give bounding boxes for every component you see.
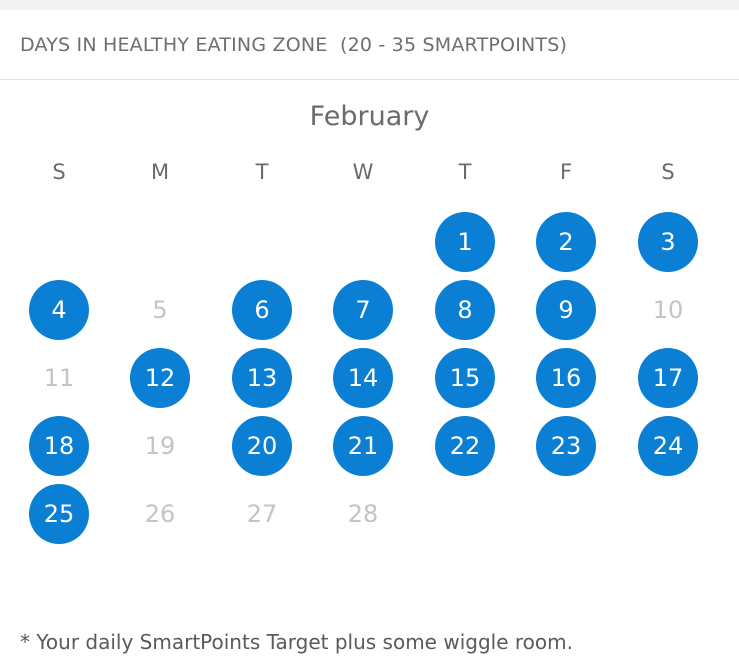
section-header: DAYS IN HEALTHY EATING ZONE (20 - 35 SMA… [0,10,739,80]
weekday-label: W [352,160,374,184]
day-20[interactable]: 20 [232,416,292,476]
day-24[interactable]: 24 [638,416,698,476]
section-title: DAYS IN HEALTHY EATING ZONE (20 - 35 SMA… [20,33,568,56]
day-19: 19 [144,432,176,460]
day-8[interactable]: 8 [435,280,495,340]
day-5: 5 [152,296,168,324]
day-27: 27 [246,500,278,528]
day-6[interactable]: 6 [232,280,292,340]
day-7[interactable]: 7 [333,280,393,340]
day-22[interactable]: 22 [435,416,495,476]
weekday-header-row: S M T W T F S [9,160,728,192]
day-12[interactable]: 12 [130,348,190,408]
day-15[interactable]: 15 [435,348,495,408]
weekday-label: F [559,160,573,184]
day-9[interactable]: 9 [536,280,596,340]
day-11: 11 [43,364,75,392]
day-1[interactable]: 1 [435,212,495,272]
day-4[interactable]: 4 [29,280,89,340]
weekday-label: M [150,160,170,184]
day-18[interactable]: 18 [29,416,89,476]
day-14[interactable]: 14 [333,348,393,408]
weekday-label: T [458,160,472,184]
day-16[interactable]: 16 [536,348,596,408]
day-13[interactable]: 13 [232,348,292,408]
top-strip [0,0,739,10]
day-25[interactable]: 25 [29,484,89,544]
month-title: February [309,101,430,132]
day-23[interactable]: 23 [536,416,596,476]
day-26: 26 [144,500,176,528]
day-10: 10 [652,296,684,324]
day-21[interactable]: 21 [333,416,393,476]
day-28: 28 [347,500,379,528]
day-17[interactable]: 17 [638,348,698,408]
day-3[interactable]: 3 [638,212,698,272]
weekday-label: T [255,160,269,184]
footnote: * Your daily SmartPoints Target plus som… [20,630,573,654]
day-2[interactable]: 2 [536,212,596,272]
weekday-label: S [661,160,675,184]
weekday-label: S [52,160,66,184]
